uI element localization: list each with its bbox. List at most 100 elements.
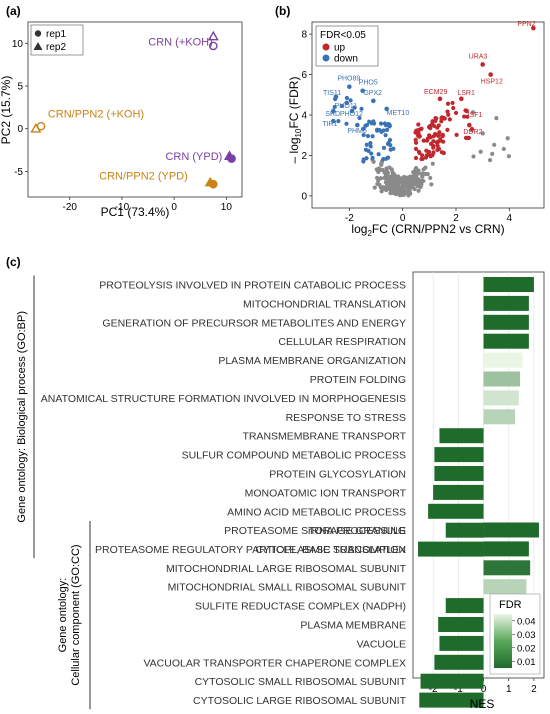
volcano-point	[430, 152, 435, 157]
volcano-point	[416, 188, 421, 193]
gsea-x-tick-label: 1	[506, 684, 512, 695]
gsea-category-label: CYTOPLASMIC TRANSLATION	[255, 544, 406, 556]
gsea-bar	[483, 314, 529, 330]
volcano-point	[413, 179, 418, 184]
volcano-point	[447, 117, 452, 122]
gsea-category-label: SULFUR COMPOUND METABOLIC PROCESS	[182, 450, 406, 462]
volcano-point	[400, 191, 405, 196]
gsea-category-label: MITOCHONDRIAL TRANSLATION	[243, 298, 406, 310]
volcano-point	[372, 185, 377, 190]
pca-point	[208, 41, 218, 51]
gsea-category-label: ANATOMICAL STRUCTURE FORMATION INVOLVED …	[41, 393, 406, 405]
volcano-point	[431, 145, 436, 150]
gsea-category-label: PROTEIN GLYCOSYLATION	[269, 469, 406, 481]
volcano-point	[428, 175, 433, 181]
volcano-point	[413, 155, 419, 161]
gsea-bar	[483, 371, 521, 387]
volcano-point	[446, 112, 451, 117]
gsea-bar	[483, 277, 534, 292]
volcano-point	[379, 162, 384, 167]
volcano-point	[379, 189, 384, 194]
volcano-labeled-point	[360, 88, 365, 94]
pca-group-label: CRN (YPD)	[165, 151, 222, 163]
volcano-point	[431, 134, 436, 139]
gsea-bar	[419, 692, 484, 708]
fdr-legend-tick-label: 0.01	[517, 657, 536, 668]
volcano-y-label: – log10FC (FDR)	[287, 77, 303, 164]
volcano-point	[364, 142, 369, 147]
volcano-y-tick-label: 6	[301, 70, 307, 81]
panel-label-a: (a)	[6, 4, 21, 18]
volcano-point	[374, 175, 380, 180]
volcano-labeled-point	[349, 108, 355, 114]
volcano-point	[416, 128, 421, 133]
gsea-category-label: PLASMA MEMBRANE ORGANIZATION	[218, 355, 406, 367]
volcano-point	[419, 126, 424, 131]
pca-y-tick-label: 5	[17, 82, 23, 93]
volcano-gene-label: TIR1	[322, 121, 337, 128]
volcano-point	[440, 133, 445, 138]
volcano-point	[361, 157, 366, 162]
volcano-point	[371, 119, 376, 124]
volcano-labeled-point	[437, 96, 443, 102]
gsea-category-label: GENERATION OF PRECURSOR METABOLITES AND …	[102, 317, 406, 329]
volcano-point	[386, 174, 391, 179]
volcano-point	[487, 158, 493, 163]
panel-label-b: (b)	[275, 4, 290, 18]
volcano-point	[365, 133, 371, 139]
volcano-point	[364, 122, 370, 128]
volcano-gene-label: SRD	[325, 111, 340, 118]
volcano-point	[390, 187, 395, 192]
volcano-labeled-point	[464, 108, 469, 114]
volcano-point	[435, 133, 441, 138]
gsea-category-label: VACUOLE	[357, 638, 406, 650]
gsea-x-label: NES	[470, 697, 495, 711]
volcano-gene-label: ECM29	[424, 89, 447, 96]
gsea-bar	[483, 579, 527, 595]
volcano-y-tick-label: 4	[301, 111, 307, 122]
volcano-point	[435, 143, 440, 148]
volcano-point	[385, 178, 390, 183]
volcano-point	[480, 131, 485, 136]
fdr-legend-tick-label: 0.04	[517, 616, 536, 627]
pca-legend: rep1 rep2	[30, 24, 84, 56]
volcano-x-tick-label: 2	[453, 213, 459, 224]
gsea-bar	[483, 333, 529, 349]
volcano-point	[465, 135, 470, 140]
gsea-x-tick-label: 0	[481, 684, 487, 695]
volcano-point	[465, 114, 470, 119]
gsea-category-label: CYTOSOLIC SMALL RIBOSOMAL SUBUNIT	[195, 676, 407, 688]
pca-group-label: CRN/PPN2 (YPD)	[99, 170, 188, 182]
gsea-bar-chart: -2 -1 0 1 2 PROTEOLYSIS INVOLVED IN PROTEIN …	[16, 271, 545, 711]
pca-x-label: PC1 (73.4%)	[101, 205, 170, 219]
volcano-labeled-point	[347, 84, 352, 89]
pca-y-tick-label: 0	[17, 124, 23, 135]
pca-x-tick-label: -10	[115, 202, 130, 213]
gsea-category-label: TRANSMEMBRANE TRANSPORT	[242, 431, 406, 443]
gsea-bar	[428, 503, 484, 519]
volcano-point	[421, 167, 426, 172]
volcano-gene-label: GPX2	[363, 90, 382, 97]
gsea-category-label: PLASMA MEMBRANE	[300, 620, 406, 632]
pca-y-label: PC2 (15.7%)	[0, 76, 13, 145]
volcano-point	[470, 110, 476, 115]
volcano-point	[421, 138, 426, 143]
volcano-legend-label: down	[334, 54, 358, 65]
volcano-point	[395, 174, 401, 179]
gsea-bar	[434, 466, 484, 481]
volcano-point	[344, 121, 349, 126]
gsea-group-label: Gene ontology: Biological process (GO:BP…	[16, 311, 28, 523]
pca-y-tick-label: 10	[12, 39, 24, 50]
volcano-point	[413, 146, 419, 151]
volcano-labeled-point	[480, 62, 485, 67]
gsea-bar	[418, 541, 484, 557]
volcano-labeled-point	[384, 106, 389, 112]
volcano-x-tick-label: 4	[507, 213, 513, 224]
volcano-point	[450, 100, 455, 106]
gsea-bar	[483, 409, 516, 425]
gsea-category-label: RESPONSE TO STRESS	[286, 412, 406, 424]
gsea-bar	[445, 522, 484, 538]
gsea-bar	[438, 617, 484, 632]
volcano-point	[381, 145, 387, 150]
